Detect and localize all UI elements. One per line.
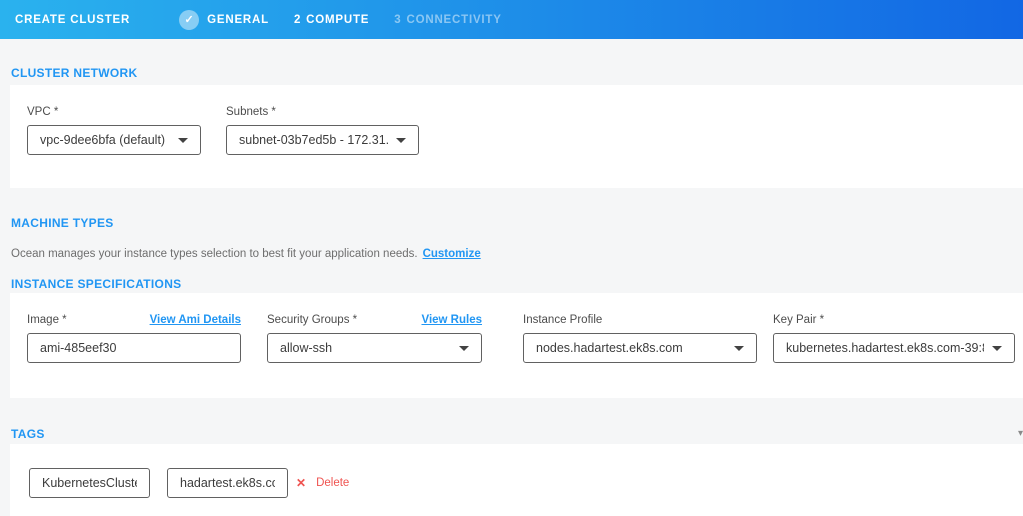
wizard-appbar: CREATE CLUSTER ✓ GENERAL 2 COMPUTE 3 CON… <box>0 0 1023 39</box>
machine-types-description: Ocean manages your instance types select… <box>11 248 481 260</box>
collapse-tags-chevron-icon[interactable]: ▾ <box>1018 428 1023 439</box>
instance-profile-label: Instance Profile <box>523 314 603 326</box>
key-pair-select[interactable]: kubernetes.hadartest.ek8s.com-39:84:a5:9… <box>773 333 1015 363</box>
subnets-selected-value: subnet-03b7ed5b - 172.31.0.0/20 ... <box>239 133 388 147</box>
instance-profile-field: Instance Profile nodes.hadartest.ek8s.co… <box>523 313 757 363</box>
chevron-down-icon <box>459 345 469 351</box>
machine-types-title: MACHINE TYPES <box>11 216 114 230</box>
tab-connectivity-number: 3 <box>394 13 402 26</box>
key-pair-label: Key Pair * <box>773 314 825 326</box>
security-groups-selected-value: allow-ssh <box>280 341 333 355</box>
tags-card: ✕ Delete <box>10 444 1023 516</box>
tab-connectivity-label: CONNECTIVITY <box>406 13 502 26</box>
wizard-title: CREATE CLUSTER <box>15 13 131 26</box>
image-input[interactable] <box>27 333 241 363</box>
cluster-network-card: VPC * vpc-9dee6bfa (default) Subnets * s… <box>10 85 1023 188</box>
image-label: Image * <box>27 314 67 326</box>
vpc-select[interactable]: vpc-9dee6bfa (default) <box>27 125 201 155</box>
view-ami-details-link[interactable]: View Ami Details <box>149 314 241 326</box>
tab-connectivity[interactable]: 3 CONNECTIVITY <box>394 14 501 26</box>
instance-specifications-title: INSTANCE SPECIFICATIONS <box>11 277 182 291</box>
tab-compute-number: 2 <box>293 13 302 26</box>
instance-profile-select[interactable]: nodes.hadartest.ek8s.com <box>523 333 757 363</box>
delete-tag-label: Delete <box>316 477 350 489</box>
key-pair-selected-value: kubernetes.hadartest.ek8s.com-39:84:a5:9… <box>786 341 984 355</box>
delete-tag-button[interactable]: ✕ Delete <box>296 468 349 498</box>
tab-compute-label: COMPUTE <box>306 13 370 26</box>
subnets-field: Subnets * subnet-03b7ed5b - 172.31.0.0/2… <box>226 105 419 155</box>
cluster-network-title: CLUSTER NETWORK <box>11 66 138 80</box>
tab-general-label: GENERAL <box>207 13 269 26</box>
tag-key-input[interactable] <box>29 468 150 498</box>
chevron-down-icon <box>178 137 188 143</box>
tags-title: TAGS <box>11 427 45 441</box>
vpc-label: VPC * <box>27 106 59 118</box>
customize-link[interactable]: Customize <box>422 248 481 260</box>
vpc-selected-value: vpc-9dee6bfa (default) <box>40 133 166 147</box>
chevron-down-icon <box>396 137 406 143</box>
security-groups-select[interactable]: allow-ssh <box>267 333 482 363</box>
image-field: Image * View Ami Details <box>27 313 241 363</box>
view-rules-link[interactable]: View Rules <box>421 314 482 326</box>
instance-specifications-card: Image * View Ami Details Security Groups… <box>10 293 1023 398</box>
delete-icon: ✕ <box>296 476 307 490</box>
instance-profile-selected-value: nodes.hadartest.ek8s.com <box>536 341 683 355</box>
tab-compute[interactable]: 2 COMPUTE <box>294 14 369 26</box>
tag-value-input[interactable] <box>167 468 288 498</box>
security-groups-label: Security Groups * <box>267 314 358 326</box>
key-pair-field: Key Pair * kubernetes.hadartest.ek8s.com… <box>773 313 1015 363</box>
tab-general[interactable]: ✓ GENERAL <box>179 9 269 30</box>
subnets-select[interactable]: subnet-03b7ed5b - 172.31.0.0/20 ... <box>226 125 419 155</box>
chevron-down-icon <box>992 345 1002 351</box>
chevron-down-icon <box>734 345 744 351</box>
check-icon: ✓ <box>179 9 200 30</box>
security-groups-field: Security Groups * View Rules allow-ssh <box>267 313 482 363</box>
vpc-field: VPC * vpc-9dee6bfa (default) <box>27 105 201 155</box>
subnets-label: Subnets * <box>226 106 276 118</box>
